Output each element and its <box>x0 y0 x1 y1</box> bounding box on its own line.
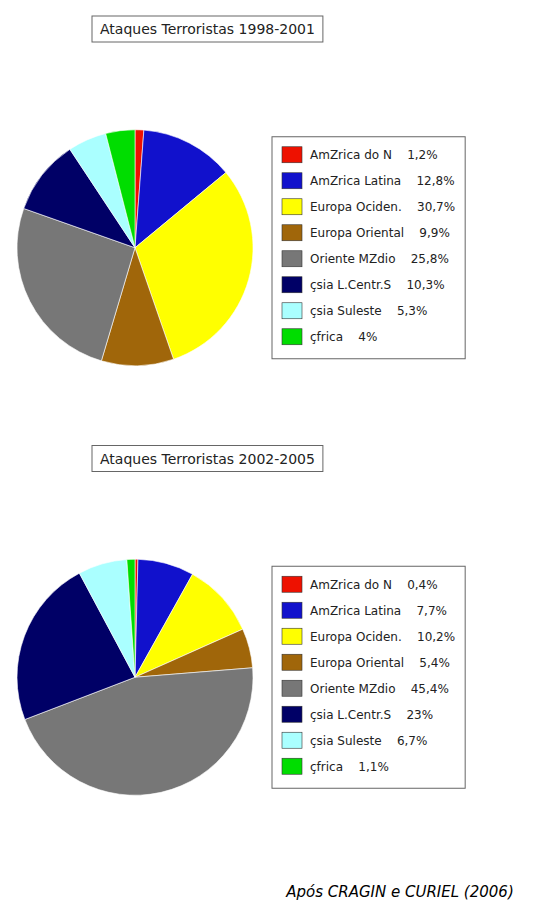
legend-swatch <box>282 758 302 774</box>
legend: AmZrica do N 1,2% AmZrica Latina 12,8% Eur… <box>272 137 465 359</box>
legend-swatch <box>282 654 302 670</box>
legend-label: çfrica 4% <box>310 330 377 344</box>
legend-swatch <box>282 576 302 592</box>
legend-swatch <box>282 706 302 722</box>
legend-label: Europa Oriental 5,4% <box>310 656 450 670</box>
legend-swatch <box>282 732 302 748</box>
legend-label: çsia Suleste 5,3% <box>310 304 427 318</box>
legend-frame <box>272 566 465 788</box>
panel: Ataques Terroristas 1998-2001 AmZrica do … <box>17 16 465 366</box>
pie <box>17 130 253 366</box>
legend: AmZrica do N 0,4% AmZrica Latina 7,7% Euro… <box>272 566 465 788</box>
legend-swatch <box>282 329 302 345</box>
pie-slice <box>127 559 135 677</box>
pie <box>17 559 253 795</box>
legend-swatch <box>282 173 302 189</box>
legend-swatch <box>282 225 302 241</box>
legend-label: AmZrica Latina 12,8% <box>310 174 455 188</box>
legend-label: AmZrica do N 0,4% <box>310 578 438 592</box>
legend-swatch <box>282 303 302 319</box>
chart-root: Ataques Terroristas 1998-2001 AmZrica do … <box>0 0 543 913</box>
legend-frame <box>272 137 465 359</box>
pie-slice <box>106 130 135 248</box>
legend-swatch <box>282 628 302 644</box>
legend-label: AmZrica Latina 7,7% <box>310 604 447 618</box>
footer-note: Após CRAGIN e CURIEL (2006) <box>285 883 514 901</box>
legend-swatch <box>282 147 302 163</box>
legend-swatch <box>282 277 302 293</box>
title-box <box>92 446 323 472</box>
title-box <box>92 16 323 42</box>
title: Ataques Terroristas 1998-2001 <box>100 21 315 37</box>
legend-swatch <box>282 251 302 267</box>
legend-label: Oriente MZdio 45,4% <box>310 682 449 696</box>
legend-label: AmZrica do N 1,2% <box>310 148 438 162</box>
title-group: Ataques Terroristas 2002-2005 <box>92 446 323 472</box>
legend-swatch <box>282 199 302 215</box>
legend-label: çfrica 1,1% <box>310 760 389 774</box>
legend-swatch <box>282 602 302 618</box>
legend-label: çsia L.Centr.S 23% <box>310 708 433 722</box>
legend-label: çsia Suleste 6,7% <box>310 734 427 748</box>
title-group: Ataques Terroristas 1998-2001 <box>92 16 323 42</box>
legend-label: Europa Ociden. 30,7% <box>310 200 455 214</box>
pie-slice <box>79 560 135 678</box>
legend-label: Oriente MZdio 25,8% <box>310 252 449 266</box>
title: Ataques Terroristas 2002-2005 <box>100 451 315 467</box>
legend-label: Europa Oriental 9,9% <box>310 226 450 240</box>
legend-label: çsia L.Centr.S 10,3% <box>310 278 445 292</box>
legend-swatch <box>282 680 302 696</box>
panel: Ataques Terroristas 2002-2005 AmZrica do … <box>17 446 465 796</box>
legend-label: Europa Ociden. 10,2% <box>310 630 455 644</box>
